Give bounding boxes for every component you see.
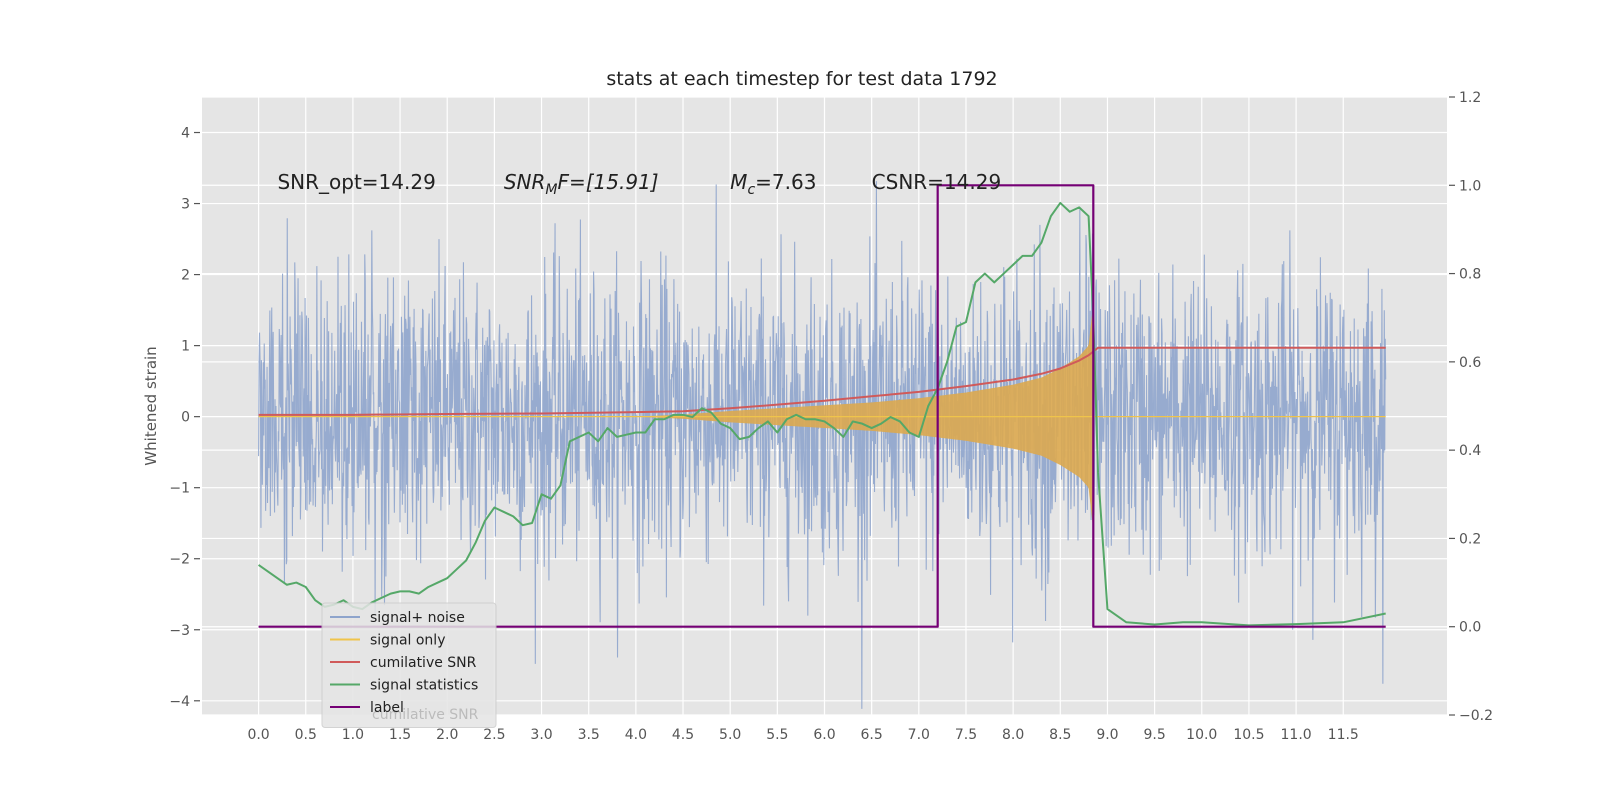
x-tick-label: 8.5 — [1049, 727, 1071, 743]
cumilative-snr-line — [258, 346, 1386, 416]
x-tick-label: 4.0 — [625, 727, 647, 743]
x-tick-label: 3.0 — [530, 727, 552, 743]
x-tick-label: 11.5 — [1328, 727, 1359, 743]
x-tick-label: 5.0 — [719, 727, 741, 743]
signal-statistics-line — [258, 201, 1386, 627]
y-tick-label: 2 — [181, 268, 190, 284]
legend-label: signal statistics — [370, 678, 478, 694]
annotation-text: CSNR=14.29 — [872, 170, 1002, 194]
annotation-rest: =7.63 — [755, 170, 816, 194]
y-tick-label: 1 — [181, 339, 190, 355]
annotation-rest: F=[15.91] — [557, 170, 658, 194]
y2-tick-label: 0.8 — [1459, 267, 1481, 283]
y-tick-label: 0 — [181, 410, 190, 426]
annotation-subscript: M — [545, 182, 557, 198]
y2-tick-label: −0.2 — [1459, 708, 1493, 724]
y-axis-label: Whitened strain — [142, 346, 160, 465]
x-tick-label: 6.5 — [861, 727, 883, 743]
signal-noise-line — [258, 181, 1387, 709]
annotations: SNR_opt=14.29 SNRMF=[15.91] Mc=7.63 CSNR=14… — [277, 170, 1001, 198]
annotation-text: SNR_opt=14.29 — [277, 170, 435, 194]
y2-tick-label: 1.0 — [1459, 178, 1481, 194]
series-signal-statistics — [258, 201, 1386, 627]
legend: cumilative SNR signal+ noise signal only cu… — [321, 602, 497, 728]
legend-box — [321, 602, 497, 728]
y-tick-label: −3 — [169, 623, 190, 639]
legend-label: label — [370, 700, 404, 716]
x-tick-label: 7.5 — [955, 727, 977, 743]
series-cumilative-snr — [258, 346, 1386, 416]
series-label — [258, 184, 1386, 628]
y-axis-right: −0.2 0.0 0.2 0.4 0.6 0.8 1.0 1.2 — [1449, 90, 1493, 724]
annotation-base: M — [730, 170, 747, 194]
annotation-subscript: c — [747, 182, 755, 198]
x-tick-label: 5.5 — [766, 727, 788, 743]
x-tick-label: 6.0 — [813, 727, 835, 743]
legend-label: cumilative SNR — [370, 655, 477, 671]
chart-title: stats at each timestep for test data 179… — [606, 68, 997, 90]
legend-label: signal+ noise — [370, 610, 465, 626]
annotation-text: SNRMF=[15.91] — [504, 170, 659, 198]
x-axis: 0.0 0.5 1.0 1.5 2.0 2.5 3.0 3.5 4.0 4.5 5.0 5.5 6.0 6… — [247, 727, 1358, 743]
x-tick-label: 2.5 — [483, 727, 505, 743]
x-tick-label: 8.0 — [1002, 727, 1024, 743]
y-tick-label: −1 — [169, 481, 190, 497]
series-signal-noise — [258, 181, 1387, 709]
annotation-text: Mc=7.63 — [730, 170, 816, 198]
y-tick-label: −2 — [169, 552, 190, 568]
x-tick-label: 10.0 — [1186, 727, 1217, 743]
x-tick-label: 0.5 — [295, 727, 317, 743]
legend-label: signal only — [370, 633, 445, 649]
annotation-base: SNR — [504, 170, 546, 194]
x-tick-label: 7.0 — [908, 727, 930, 743]
x-tick-label: 9.0 — [1096, 727, 1118, 743]
x-tick-label: 4.5 — [672, 727, 694, 743]
x-tick-label: 0.0 — [247, 727, 269, 743]
x-tick-label: 3.5 — [578, 727, 600, 743]
y-tick-label: 4 — [181, 126, 190, 142]
y-axis-left: −4 −3 −2 −1 0 1 2 3 4 — [169, 126, 200, 710]
y-tick-label: −4 — [169, 694, 190, 710]
x-tick-label: 1.0 — [342, 727, 364, 743]
y2-tick-label: 1.2 — [1459, 90, 1481, 106]
series-signal-only — [258, 303, 1386, 531]
x-tick-label: 1.5 — [389, 727, 411, 743]
x-tick-label: 10.5 — [1233, 727, 1264, 743]
y2-tick-label: 0.2 — [1459, 531, 1481, 547]
y-tick-label: 3 — [181, 197, 190, 213]
y2-tick-label: 0.0 — [1459, 620, 1481, 636]
x-tick-label: 11.0 — [1281, 727, 1312, 743]
y2-tick-label: 0.6 — [1459, 355, 1481, 371]
x-tick-label: 9.5 — [1143, 727, 1165, 743]
legend-ghost-text: cumilative SNR — [372, 707, 479, 723]
label-line — [258, 184, 1386, 628]
x-tick-label: 2.0 — [436, 727, 458, 743]
y2-tick-label: 0.4 — [1459, 443, 1481, 459]
